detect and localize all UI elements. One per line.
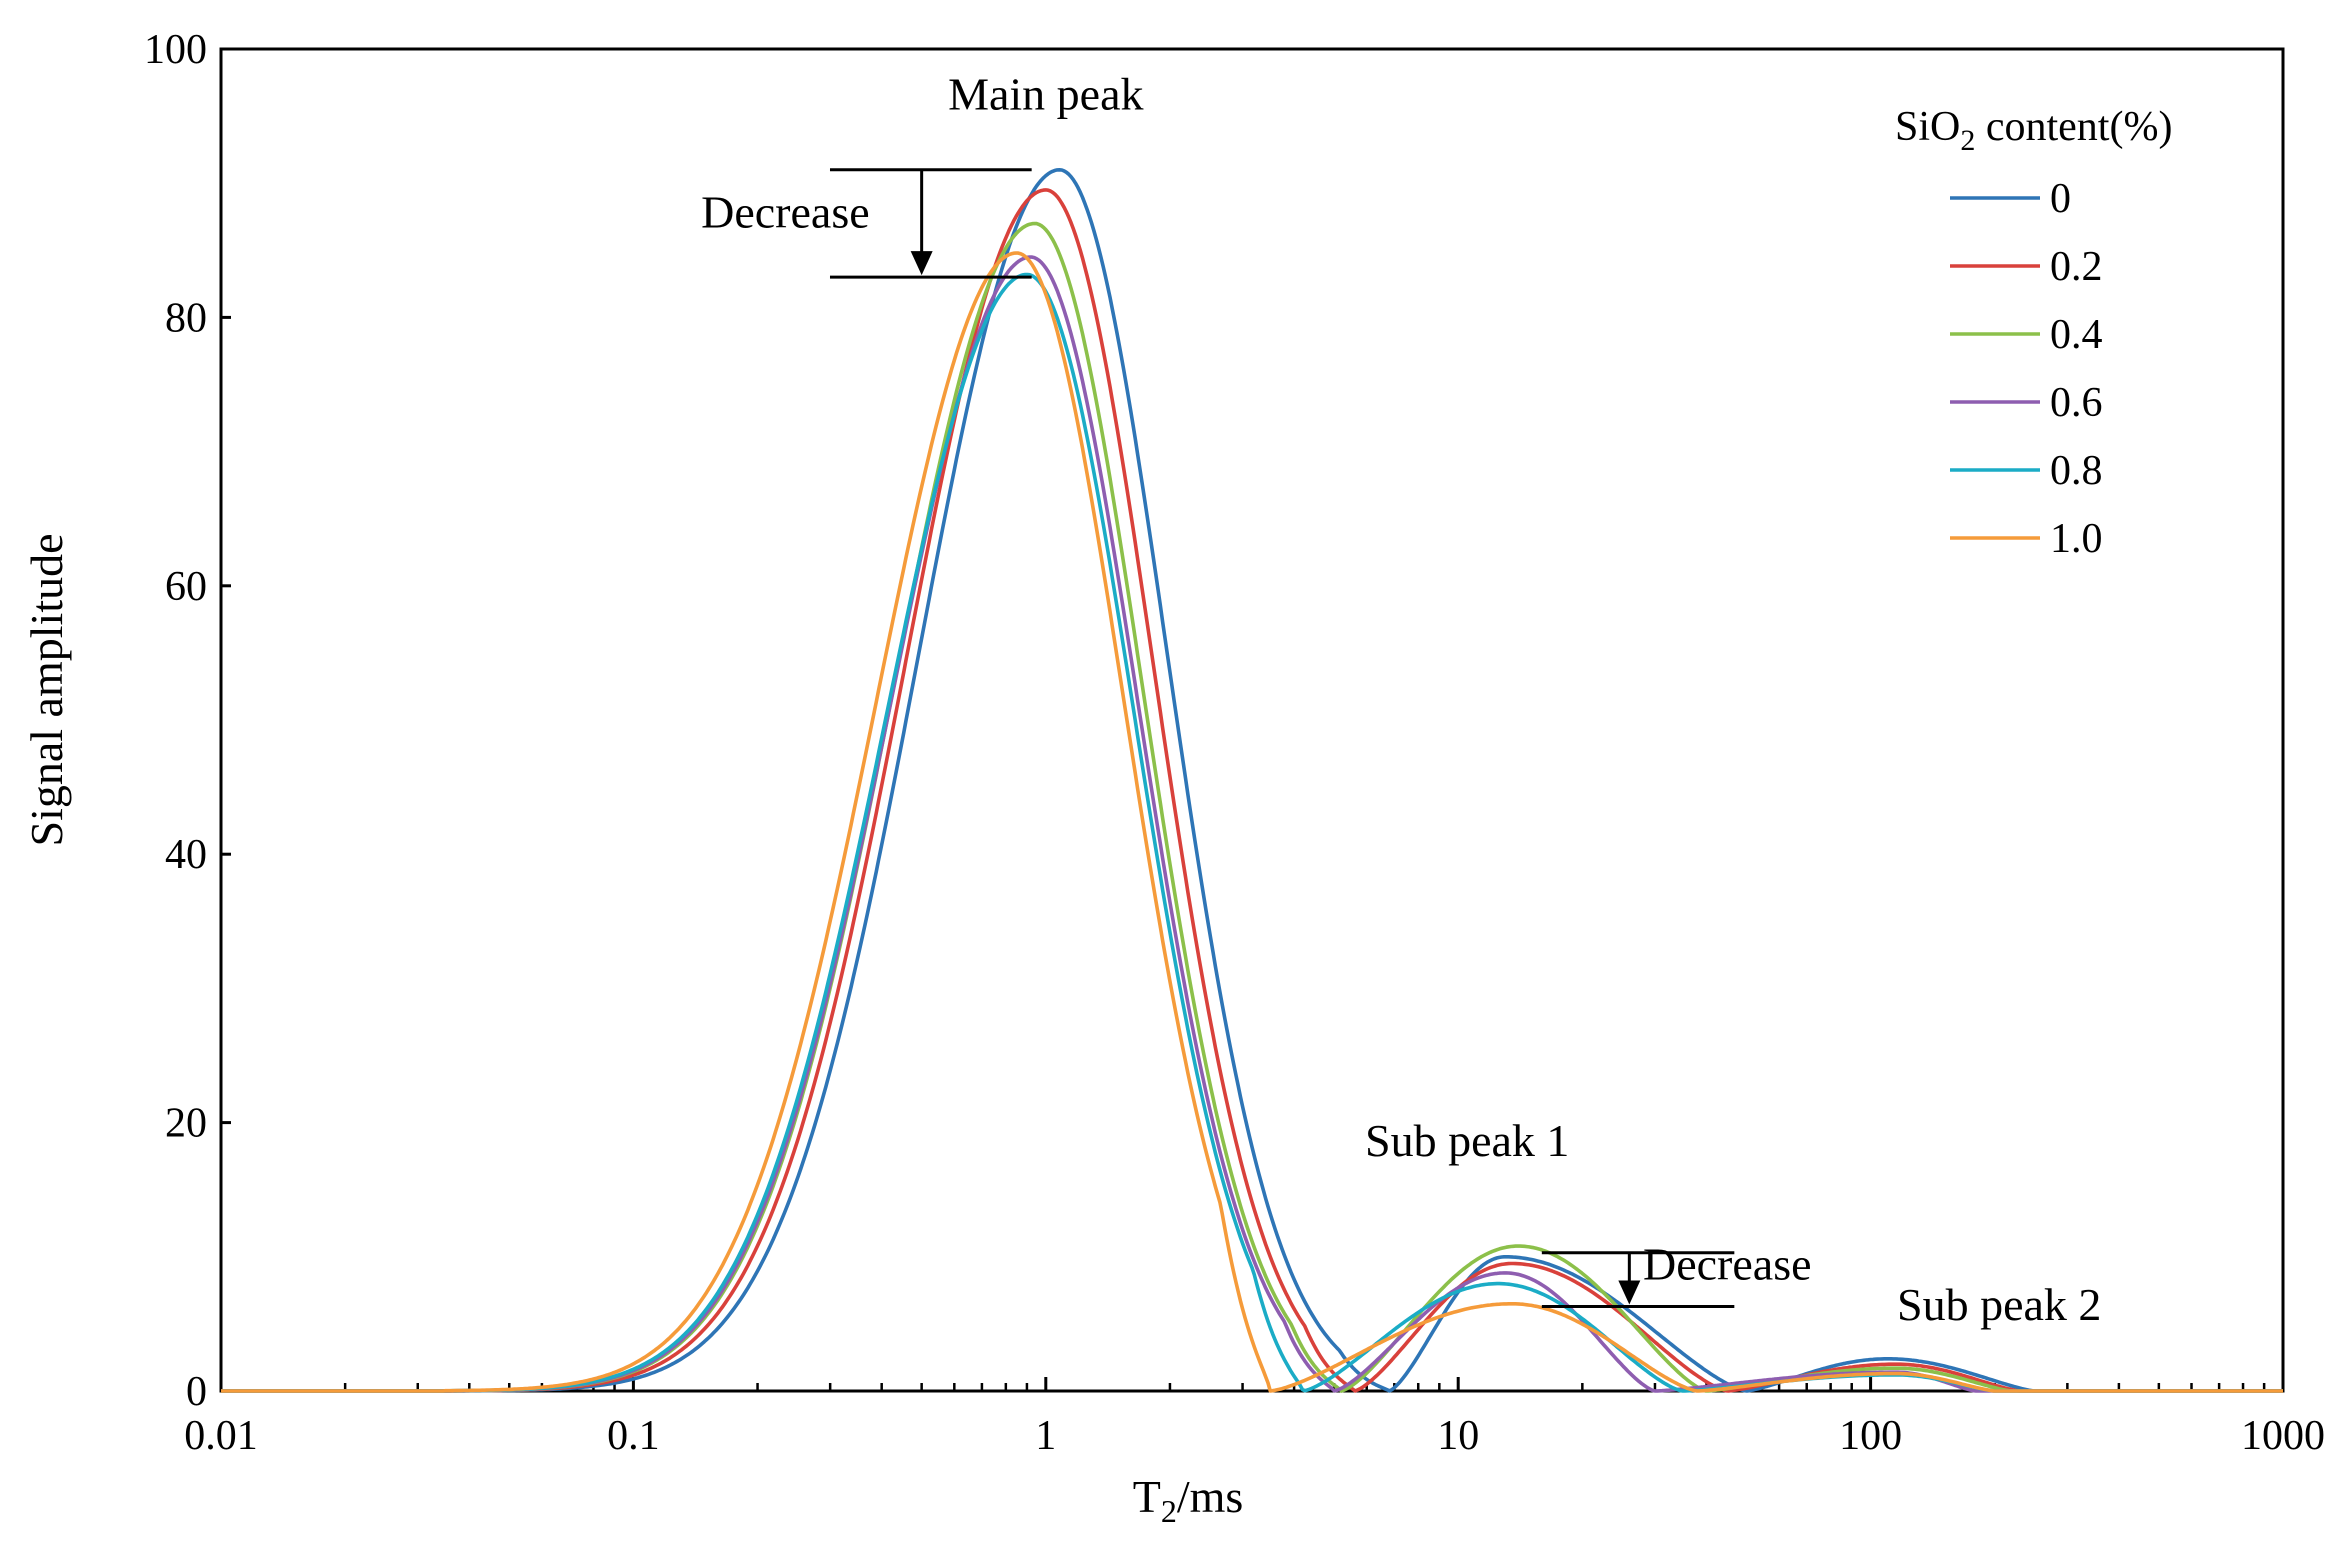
plot-area: 0 20 40 60 80 100 0.01 0.1 1 10 100 1000: [144, 27, 2325, 1459]
decrease-arrow-head: [910, 251, 933, 276]
y-tick-label: 60: [165, 564, 207, 610]
x-axis-title: T2/ms: [1133, 1471, 1244, 1529]
decrease-arrow-head: [1618, 1280, 1641, 1305]
legend-label-0.4: 0.4: [2050, 312, 2103, 358]
y-tick-label: 20: [165, 1101, 207, 1147]
legend-label-1.0: 1.0: [2050, 516, 2103, 562]
x-tick-label: 1000: [2241, 1413, 2325, 1459]
x-tick-label: 100: [1839, 1413, 1902, 1459]
y-tick-label: 40: [165, 832, 207, 878]
annotation-label: Decrease: [701, 186, 870, 237]
x-tick-label: 10: [1437, 1413, 1479, 1459]
series-line-0.6: [221, 255, 2283, 1393]
legend: 0 0.2 0.4 0.6 0.8 1.0: [1950, 176, 2103, 562]
legend-title: SiO2 content(%): [1895, 104, 2172, 157]
legend-label-0.8: 0.8: [2050, 448, 2103, 494]
series-line-1.0: [221, 251, 2283, 1393]
series-line-0.8: [221, 272, 2283, 1393]
annotations: Main peak Decrease Sub peak 1 Decrease Sub p…: [701, 68, 2101, 1329]
y-tick-label: 100: [144, 27, 207, 73]
legend-label-0: 0: [2050, 176, 2071, 222]
legend-label-0.2: 0.2: [2050, 244, 2103, 290]
series-line-0.4: [221, 221, 2283, 1393]
annotation-label: Decrease: [1643, 1239, 1812, 1290]
y-axis-title: Signal amplitude: [21, 533, 72, 846]
series-lines: [221, 168, 2283, 1393]
series-line-0.2: [221, 188, 2283, 1393]
annotation-label: Main peak: [948, 68, 1143, 119]
x-tick-label: 0.01: [184, 1413, 258, 1459]
y-tick-label: 0: [186, 1369, 207, 1415]
legend-label-0.6: 0.6: [2050, 380, 2103, 426]
annotation-label: Sub peak 2: [1897, 1279, 2101, 1330]
annotation-label: Sub peak 1: [1365, 1115, 1569, 1166]
plot-frame: [219, 47, 2285, 1393]
x-tick-label: 0.1: [607, 1413, 660, 1459]
x-tick-label: 1: [1035, 1413, 1056, 1459]
y-tick-label: 80: [165, 295, 207, 341]
